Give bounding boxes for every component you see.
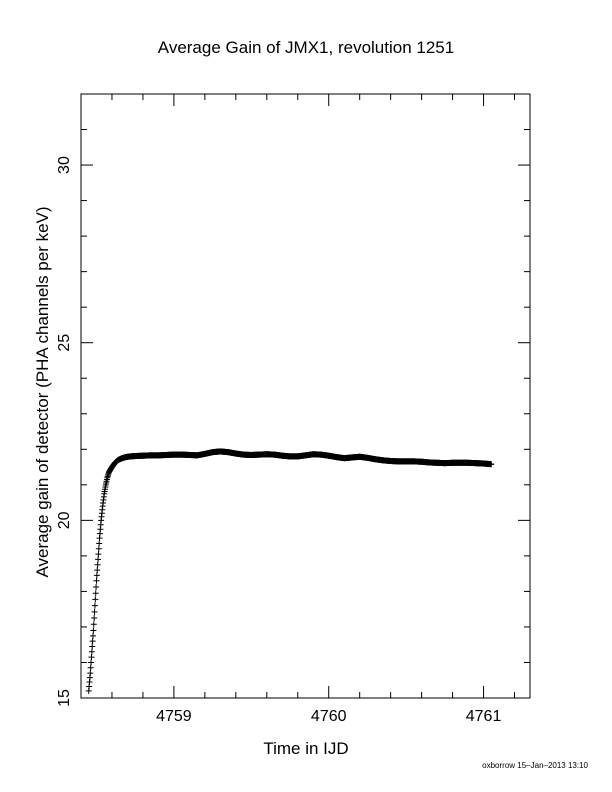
y-tick-label: 15 [56, 689, 73, 707]
y-axis-label: Average gain of detector (PHA channels p… [33, 206, 52, 577]
data-point [94, 561, 101, 568]
data-point [92, 590, 99, 597]
data-point [87, 670, 94, 677]
data-point [87, 664, 94, 671]
footer-credit: oxborrow 15–Jan–2013 13:10 [482, 761, 588, 770]
data-series [85, 448, 495, 694]
data-point [89, 632, 96, 639]
data-point [94, 567, 101, 574]
data-point [93, 583, 100, 590]
data-point [93, 577, 100, 584]
data-point [95, 545, 102, 552]
data-point [92, 596, 99, 603]
x-axis-label: Time in IJD [263, 739, 348, 758]
axis-ticks [80, 93, 530, 699]
plot-frame [80, 93, 531, 699]
data-point [90, 621, 97, 628]
data-point [95, 551, 102, 558]
y-tick-label: 20 [56, 511, 73, 529]
axis-tick-labels: 4759 4760 4761 15 20 25 30 [56, 156, 501, 725]
data-point [488, 461, 495, 468]
data-point [89, 638, 96, 645]
data-point [91, 608, 98, 615]
data-point [89, 643, 96, 650]
data-point [88, 654, 95, 661]
data-point [88, 648, 95, 655]
data-point [95, 556, 102, 563]
data-point [91, 602, 98, 609]
x-tick-label: 4759 [156, 708, 192, 725]
data-point [90, 627, 97, 634]
y-tick-label: 30 [56, 156, 73, 174]
data-point [93, 572, 100, 579]
x-tick-label: 4760 [311, 708, 347, 725]
data-point [96, 540, 103, 547]
data-point [91, 615, 98, 622]
x-tick-label: 4761 [466, 708, 502, 725]
chart-title: Average Gain of JMX1, revolution 1251 [158, 38, 454, 57]
data-point [88, 659, 95, 666]
y-tick-label: 25 [56, 334, 73, 352]
